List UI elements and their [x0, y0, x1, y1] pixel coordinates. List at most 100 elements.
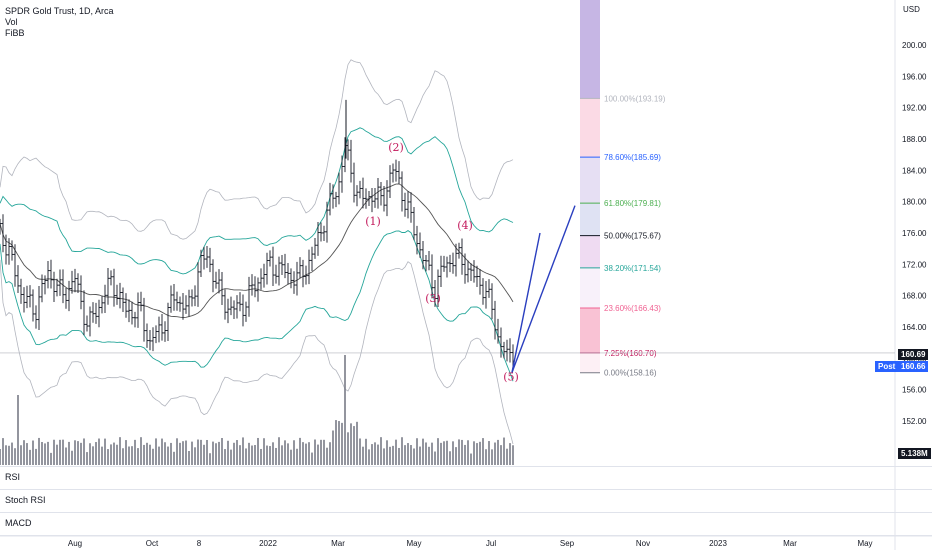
- volume-bar: [308, 442, 310, 465]
- volume-bar: [494, 442, 496, 465]
- volume-bar: [299, 437, 301, 465]
- volume-bar: [50, 452, 52, 465]
- volume-bar: [314, 439, 316, 465]
- volume-bar: [215, 443, 217, 465]
- pane-divider[interactable]: [0, 535, 932, 536]
- pane-divider[interactable]: [0, 512, 932, 513]
- time-tick-label: Nov: [636, 539, 650, 548]
- elliott-wave-label: (1): [365, 215, 381, 228]
- volume-bar: [395, 439, 397, 465]
- fib-level-label: 38.20%(171.54): [604, 264, 661, 273]
- volume-bar: [167, 446, 169, 465]
- volume-bar: [170, 442, 172, 465]
- volume-bar: [83, 438, 85, 465]
- volume-bar: [179, 442, 181, 465]
- volume-bar: [68, 441, 70, 465]
- volume-bar: [413, 448, 415, 465]
- volume-bar: [425, 442, 427, 465]
- volume-bar: [134, 439, 136, 465]
- volume-bar: [230, 449, 232, 465]
- volume-bar: [419, 446, 421, 465]
- volume-tag: 5.138M: [898, 448, 931, 459]
- volume-bar: [251, 445, 253, 465]
- volume-bar: [236, 440, 238, 465]
- volume-bar: [287, 443, 289, 465]
- volume-bar: [275, 447, 277, 465]
- volume-bar: [437, 438, 439, 465]
- volume-bar: [389, 446, 391, 465]
- volume-bar: [119, 437, 121, 465]
- volume-bar: [65, 447, 67, 465]
- volume-bar: [368, 449, 370, 465]
- volume-bar: [392, 445, 394, 465]
- volume-bar: [470, 453, 472, 465]
- volume-bar: [176, 438, 178, 465]
- last-price-tag: 160.69: [898, 349, 929, 360]
- rsi-pane-label[interactable]: RSI: [5, 472, 21, 482]
- volume-bar: [242, 437, 244, 465]
- price-tick-label: 192.00: [902, 104, 927, 113]
- volume-bar: [374, 442, 376, 465]
- price-tick-label: 180.00: [902, 198, 927, 207]
- bollinger-inner-upper: [0, 127, 514, 275]
- volume-bar: [74, 440, 76, 465]
- volume-bar: [398, 447, 400, 465]
- time-tick-label: 2022: [259, 539, 277, 548]
- volume-bar: [359, 438, 361, 465]
- volume-bar: [2, 438, 4, 465]
- volume-bar: [23, 440, 25, 465]
- volume-bar: [428, 446, 430, 465]
- pane-divider[interactable]: [0, 489, 932, 490]
- volume-bar: [239, 445, 241, 465]
- post-market-label: Post: [875, 361, 899, 372]
- time-tick-label: Oct: [146, 539, 159, 548]
- price-tick-label: 152.00: [902, 417, 927, 426]
- volume-bar: [512, 445, 514, 465]
- volume-bar: [464, 444, 466, 465]
- volume-bar: [347, 432, 349, 465]
- stoch-rsi-pane-label[interactable]: Stoch RSI: [5, 495, 46, 505]
- macd-pane-label[interactable]: MACD: [5, 518, 32, 528]
- volume-bar: [248, 442, 250, 465]
- volume-bar: [329, 442, 331, 465]
- volume-bar: [80, 442, 82, 465]
- elliott-wave-label: (2): [388, 141, 404, 154]
- volume-bar: [284, 440, 286, 465]
- volume-bar: [29, 449, 31, 465]
- projection-line[interactable]: [511, 232, 541, 373]
- volume-bar: [14, 448, 16, 465]
- indicator-vol-label[interactable]: Vol: [5, 17, 18, 27]
- volume-bar: [296, 448, 298, 465]
- volume-bar: [164, 442, 166, 465]
- pane-divider[interactable]: [0, 466, 932, 467]
- volume-bar: [41, 442, 43, 465]
- volume-bar: [188, 450, 190, 465]
- projection-line[interactable]: [511, 205, 576, 373]
- volume-bar: [386, 440, 388, 465]
- volume-bar: [479, 441, 481, 465]
- price-tick-label: 164.00: [902, 323, 927, 332]
- volume-bar: [440, 442, 442, 465]
- volume-bar: [350, 423, 352, 465]
- volume-bar: [245, 448, 247, 465]
- volume-bar: [11, 442, 13, 465]
- volume-bar: [254, 445, 256, 465]
- volume-bar: [422, 438, 424, 465]
- time-tick-label: 2023: [709, 539, 727, 548]
- volume-bar: [506, 448, 508, 465]
- volume-bar: [281, 445, 283, 465]
- elliott-wave-label: (4): [457, 219, 473, 232]
- elliott-wave-label: (5): [503, 370, 519, 383]
- price-tick-label: 168.00: [902, 292, 927, 301]
- fib-level-label: 100.00%(193.19): [604, 94, 666, 103]
- volume-bar: [32, 440, 34, 465]
- volume-bar: [458, 439, 460, 465]
- volume-bar: [86, 452, 88, 465]
- volume-bar: [194, 447, 196, 465]
- indicator-fibb-label[interactable]: FiBB: [5, 28, 25, 38]
- volume-bar: [278, 437, 280, 465]
- volume-bar: [218, 441, 220, 465]
- volume-bar: [5, 445, 7, 465]
- time-tick-label: Aug: [68, 539, 82, 548]
